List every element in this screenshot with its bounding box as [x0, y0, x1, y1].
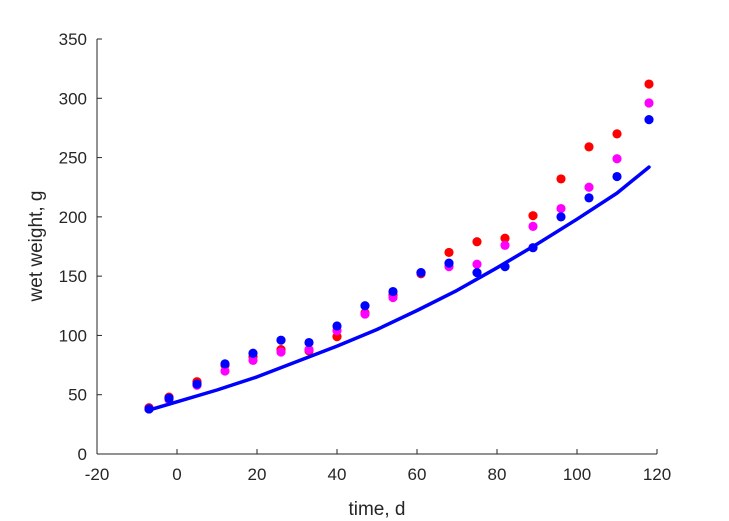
- data-point: [472, 259, 482, 269]
- x-tick-label: 100: [563, 465, 591, 484]
- data-point: [220, 359, 230, 369]
- data-point: [248, 348, 258, 358]
- data-point: [584, 142, 594, 152]
- y-axis-label: wet weight, g: [26, 191, 47, 303]
- plot-area: [144, 79, 654, 414]
- data-point: [584, 182, 594, 192]
- data-point: [444, 258, 454, 268]
- data-point: [388, 286, 398, 297]
- data-point: [360, 301, 370, 311]
- data-point: [276, 335, 286, 345]
- y-tick-label: 100: [59, 326, 87, 345]
- data-point: [528, 211, 538, 221]
- x-tick-label: 0: [172, 465, 181, 484]
- data-point: [556, 212, 566, 222]
- data-point: [612, 154, 622, 164]
- x-tick-label: -20: [85, 465, 110, 484]
- fit-curve: [147, 165, 651, 412]
- data-point: [644, 115, 654, 125]
- data-point: [528, 221, 538, 231]
- data-point: [360, 309, 370, 319]
- x-tick-label: 120: [643, 465, 671, 484]
- data-point: [472, 267, 482, 278]
- data-point: [584, 193, 594, 203]
- data-point: [612, 129, 622, 139]
- data-point: [248, 355, 258, 365]
- data-point: [500, 233, 510, 243]
- data-point: [644, 79, 654, 89]
- y-tick-label: 200: [59, 208, 87, 227]
- y-tick-label: 350: [59, 30, 87, 49]
- data-point: [276, 347, 286, 357]
- x-tick-label: 20: [248, 465, 267, 484]
- data-point: [164, 393, 174, 403]
- x-tick-label: 80: [488, 465, 507, 484]
- y-tick-label: 50: [68, 386, 87, 405]
- x-tick-label: 40: [328, 465, 347, 484]
- data-point: [500, 240, 510, 250]
- data-point: [556, 174, 566, 184]
- data-point: [220, 366, 230, 376]
- data-point: [644, 98, 654, 108]
- data-point: [304, 337, 314, 348]
- y-tick-label: 250: [59, 149, 87, 168]
- y-tick-label: 0: [78, 445, 87, 464]
- data-point: [192, 379, 202, 389]
- y-tick-label: 150: [59, 267, 87, 286]
- x-axis-label: time, d: [348, 499, 405, 520]
- data-point: [444, 247, 454, 258]
- data-point: [472, 237, 482, 247]
- x-tick-label: 60: [408, 465, 427, 484]
- data-point: [304, 345, 314, 355]
- data-point: [556, 203, 566, 214]
- data-point: [332, 321, 342, 331]
- data-point: [612, 171, 622, 182]
- y-tick-label: 300: [59, 89, 87, 108]
- data-point: [416, 267, 426, 278]
